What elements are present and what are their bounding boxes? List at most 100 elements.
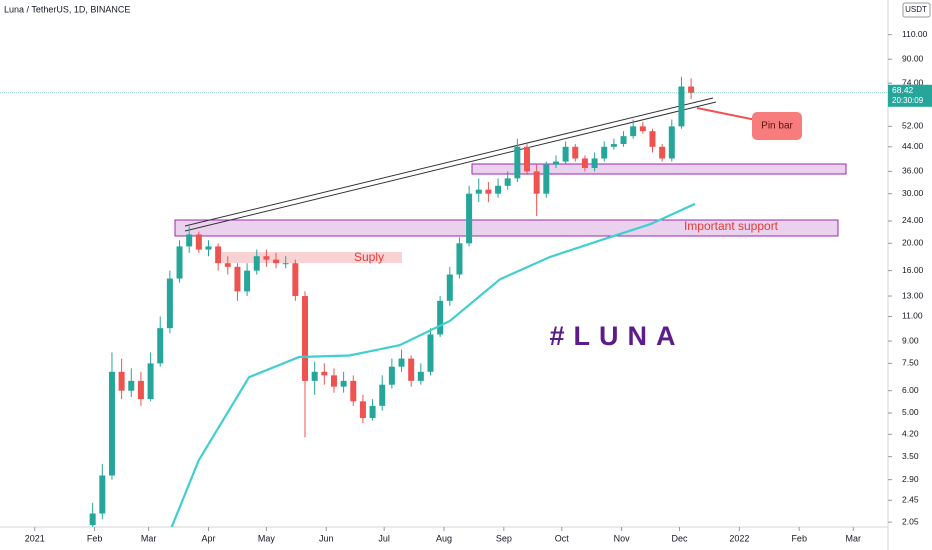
candle-body [195,234,202,250]
countdown-label: 20:30:09 [892,96,924,105]
candle-body [340,380,347,387]
candle-body [224,263,231,267]
callout-text: Pin bar [761,121,793,132]
y-tick-label: 74.00 [902,77,924,87]
candle-body [128,380,135,391]
price-label: 68.42 [892,85,914,95]
candle-body [504,178,511,186]
candle-body [417,371,424,381]
candle-body [369,405,376,418]
x-tick-label: Oct [555,533,570,543]
candle-body [282,263,289,265]
candle-body [659,146,666,159]
candle-body [591,158,598,169]
candle-body [533,171,540,194]
x-tick-label: Jul [378,533,390,543]
candle-body [234,266,241,292]
y-tick-label: 3.50 [902,451,919,461]
y-tick-label: 20.00 [902,238,924,248]
y-tick-label: 44.00 [902,141,924,151]
candle-body [292,263,299,297]
candle-body [321,371,328,376]
candle-body [137,380,144,400]
y-tick-label: 13.00 [902,290,924,300]
y-tick-label: 2.05 [902,516,919,526]
x-tick-label: Mar [846,533,862,543]
candle-body [147,363,154,400]
y-tick-label: 4.20 [902,429,919,439]
currency-box [902,2,931,18]
candle-body [649,131,656,147]
candle-body [466,193,473,244]
candle-body [244,270,251,292]
trend-line [184,97,714,227]
y-tick-label: 90.00 [902,53,924,63]
currency-label: USDT [905,5,927,14]
y-tick-label: 24.00 [902,215,924,225]
callout-box [752,112,802,140]
candle-body [176,246,183,279]
candle-body [446,274,453,301]
plot-area [89,76,696,527]
y-tick-label: 2.90 [902,474,919,484]
y-tick-label: 5.00 [902,407,919,417]
candle-body [263,256,270,260]
candle-body [524,146,531,172]
candle-body [302,296,309,381]
moving-average [170,202,696,527]
candle-body [668,126,675,159]
chart-title: Luna / TetherUS, 1D, BINANCE [4,4,130,14]
price-label-box [888,84,932,107]
candle-body [562,146,569,162]
y-tick-label: 36.00 [902,166,924,176]
supply-zone [222,252,402,263]
candle-body [408,358,415,381]
ticker-tag: #LUNA [549,321,684,351]
candle-body [678,86,685,127]
y-tick-label: 7.50 [902,358,919,368]
candle-body [427,334,434,372]
candle-body [186,234,193,247]
candle-body [205,246,212,250]
drawings: Pin bar Suply Important support #LUNA [174,97,847,351]
candle-body [552,161,559,165]
y-tick-label: 9.00 [902,335,919,345]
x-tick-label: Apr [201,533,215,543]
x-tick-label: Dec [672,533,689,543]
candle-body [215,246,222,264]
candle-body [630,126,637,137]
candle-body [639,126,646,132]
candle-body [311,371,318,381]
candle-body [166,278,173,329]
candle-body [350,380,357,402]
y-tick-label: 2.45 [902,495,919,505]
support-zone [174,219,839,237]
candle-body [108,371,115,476]
candle-body [610,144,617,147]
candle-body [495,185,502,194]
x-tick-label: Mar [141,533,157,543]
candle-body [437,300,444,335]
candle-body [379,384,386,406]
candle-body [157,328,164,364]
x-tick-label: 2022 [729,533,749,543]
x-tick-label: May [258,533,276,543]
candle-body [581,158,588,169]
candle-body [330,375,337,387]
support-label: Important support [684,219,779,233]
resistance-zone [471,163,847,175]
x-tick-label: Jun [319,533,334,543]
supply-label: Suply [354,250,384,264]
y-tick-label: 11.00 [902,311,923,321]
candle-body [273,259,280,264]
candle-body [485,189,492,194]
x-tick-label: Feb [791,533,807,543]
arrow-line [696,107,757,121]
candle-body [99,475,106,514]
candle-body [514,146,521,179]
x-tick-label: Aug [436,533,452,543]
y-tick-label: 6.00 [902,385,919,395]
y-tick-label: 110.00 [902,29,928,39]
x-tick-label: Sep [496,533,512,543]
